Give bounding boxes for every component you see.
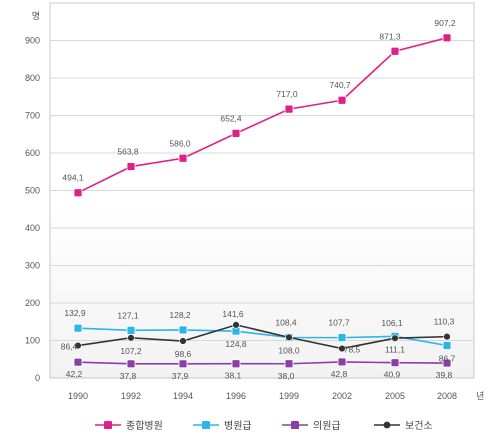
series-0-data-label-3: 652,4 — [220, 113, 242, 123]
series-0-data-label-6: 871,3 — [379, 31, 401, 41]
y-unit-label: 명 — [32, 11, 40, 21]
series-2-data-label-4: 38,0 — [278, 371, 295, 381]
series-line-3 — [77, 324, 448, 350]
series-0-data-label-5: 740,7 — [329, 80, 351, 90]
series-2-marker-0 — [73, 357, 83, 367]
x-tick-label-1990: 1990 — [68, 391, 88, 401]
x-tick-label-1996: 1996 — [226, 391, 246, 401]
series-1-data-label-4: 108,0 — [278, 346, 300, 356]
x-tick-label-1994: 1994 — [173, 391, 193, 401]
series-1-marker-2 — [178, 325, 188, 335]
series-3-data-label-0: 86,4 — [61, 342, 78, 352]
x-tick-label-2002: 2002 — [332, 391, 352, 401]
series-2-data-label-5: 42,8 — [331, 369, 348, 379]
series-2-marker-4 — [284, 359, 294, 369]
series-2-data-label-3: 38,1 — [225, 371, 242, 381]
y-tick-label-0: 0 — [35, 373, 40, 383]
series-3-data-label-7: 110,3 — [434, 317, 455, 327]
y-tick-label-600: 600 — [25, 148, 40, 158]
series-1-data-label-0: 132,9 — [64, 308, 86, 318]
x-tick-label-2005: 2005 — [385, 391, 405, 401]
legend-marker-0 — [104, 421, 112, 429]
series-0-data-label-2: 586,0 — [169, 138, 191, 148]
series-1-data-label-7: 86,7 — [439, 353, 456, 363]
y-tick-label-800: 800 — [25, 73, 40, 83]
x-tick-label-1999: 1999 — [279, 391, 299, 401]
series-0-marker-6 — [390, 46, 400, 56]
series-2-marker-7 — [442, 358, 452, 368]
series-3-marker-2 — [179, 337, 187, 345]
series-1-data-label-1: 127,1 — [117, 310, 139, 320]
legend-label-1: 병원급 — [224, 420, 252, 432]
y-tick-label-900: 900 — [25, 36, 40, 46]
series-3-data-label-5: 78,5 — [344, 345, 361, 355]
series-3-marker-0 — [74, 341, 82, 350]
legend-marker-1 — [202, 421, 210, 429]
series-2-data-label-2: 37,9 — [172, 371, 189, 381]
series-3-marker-5 — [338, 344, 346, 353]
series-0-data-label-4: 717,0 — [276, 89, 298, 99]
series-3-data-label-1: 107,2 — [120, 346, 142, 356]
legend-marker-3 — [383, 421, 391, 429]
series-2-marker-5 — [337, 357, 347, 367]
series-2-data-label-6: 40,9 — [384, 370, 401, 380]
series-3-marker-4 — [285, 333, 293, 342]
series-line-1 — [77, 327, 448, 347]
x-tick-label-2008: 2008 — [437, 391, 457, 401]
legend-label-2: 의원급 — [313, 420, 341, 432]
series-1-data-label-3: 124,8 — [225, 339, 247, 349]
y-tick-label-200: 200 — [25, 298, 40, 308]
series-2-marker-6 — [390, 358, 400, 368]
series-0-marker-2 — [178, 153, 188, 163]
series-0-data-label-0: 494,1 — [62, 173, 84, 183]
y-tick-label-500: 500 — [25, 186, 40, 196]
y-tick-label-300: 300 — [25, 261, 40, 271]
series-1-marker-1 — [126, 325, 136, 335]
x-unit-label: 년 — [476, 391, 484, 401]
y-tick-label-100: 100 — [25, 336, 40, 346]
series-1-marker-7 — [442, 341, 452, 350]
series-0-data-label-1: 563,8 — [117, 147, 139, 157]
legend-label-3: 보건소 — [405, 420, 433, 432]
series-3-data-label-3: 141,6 — [222, 309, 244, 319]
series-3-marker-6 — [391, 334, 399, 342]
series-0-marker-0 — [73, 188, 83, 198]
series-3-data-label-6: 106,1 — [381, 318, 403, 328]
x-tick-label-1992: 1992 — [121, 391, 141, 401]
legend-label-0: 종합병원 — [126, 420, 163, 432]
series-0-data-label-7: 907,2 — [434, 18, 456, 28]
series-1-marker-0 — [73, 323, 83, 333]
series-2-marker-1 — [126, 359, 136, 369]
series-2-data-label-7: 39,8 — [436, 370, 453, 380]
series-3-data-label-4: 108,4 — [275, 317, 297, 327]
series-1-data-label-6: 111,1 — [385, 344, 405, 354]
series-3-marker-1 — [127, 334, 135, 342]
series-3-marker-3 — [232, 321, 240, 329]
series-1-marker-5 — [337, 333, 347, 343]
grid-lines — [50, 40, 474, 341]
series-0-marker-4 — [284, 104, 294, 114]
series-2-data-label-1: 37,8 — [120, 371, 137, 381]
series-0-marker-7 — [442, 33, 452, 43]
series-line-0 — [77, 37, 448, 194]
series-0-marker-3 — [231, 128, 241, 138]
series-1-data-label-2: 128,2 — [169, 310, 191, 320]
series-2-marker-3 — [231, 359, 241, 369]
series-3-data-label-2: 98,6 — [175, 349, 192, 359]
series-2-marker-2 — [178, 359, 188, 369]
series-3-marker-7 — [443, 332, 451, 341]
legend: 종합병원 병원급 의원급 보건소 — [95, 420, 433, 432]
series-0-marker-1 — [126, 162, 136, 171]
y-tick-label-400: 400 — [25, 223, 40, 233]
series-line-2 — [77, 361, 448, 365]
y-tick-label-700: 700 — [25, 111, 40, 121]
series-lines — [73, 33, 452, 369]
series-1-data-label-5: 107,7 — [328, 318, 350, 328]
series-2-data-label-0: 42,2 — [66, 369, 83, 379]
data-labels: 494,1 563,8 586,0 652,4 717,0 740,7 871,3 907,2… — [61, 18, 456, 381]
legend-marker-2 — [291, 421, 299, 429]
series-0-marker-5 — [337, 95, 347, 105]
axes: 0 100 200 300 400 500 600 700 800 900 명 1990 1992 199… — [25, 11, 484, 401]
